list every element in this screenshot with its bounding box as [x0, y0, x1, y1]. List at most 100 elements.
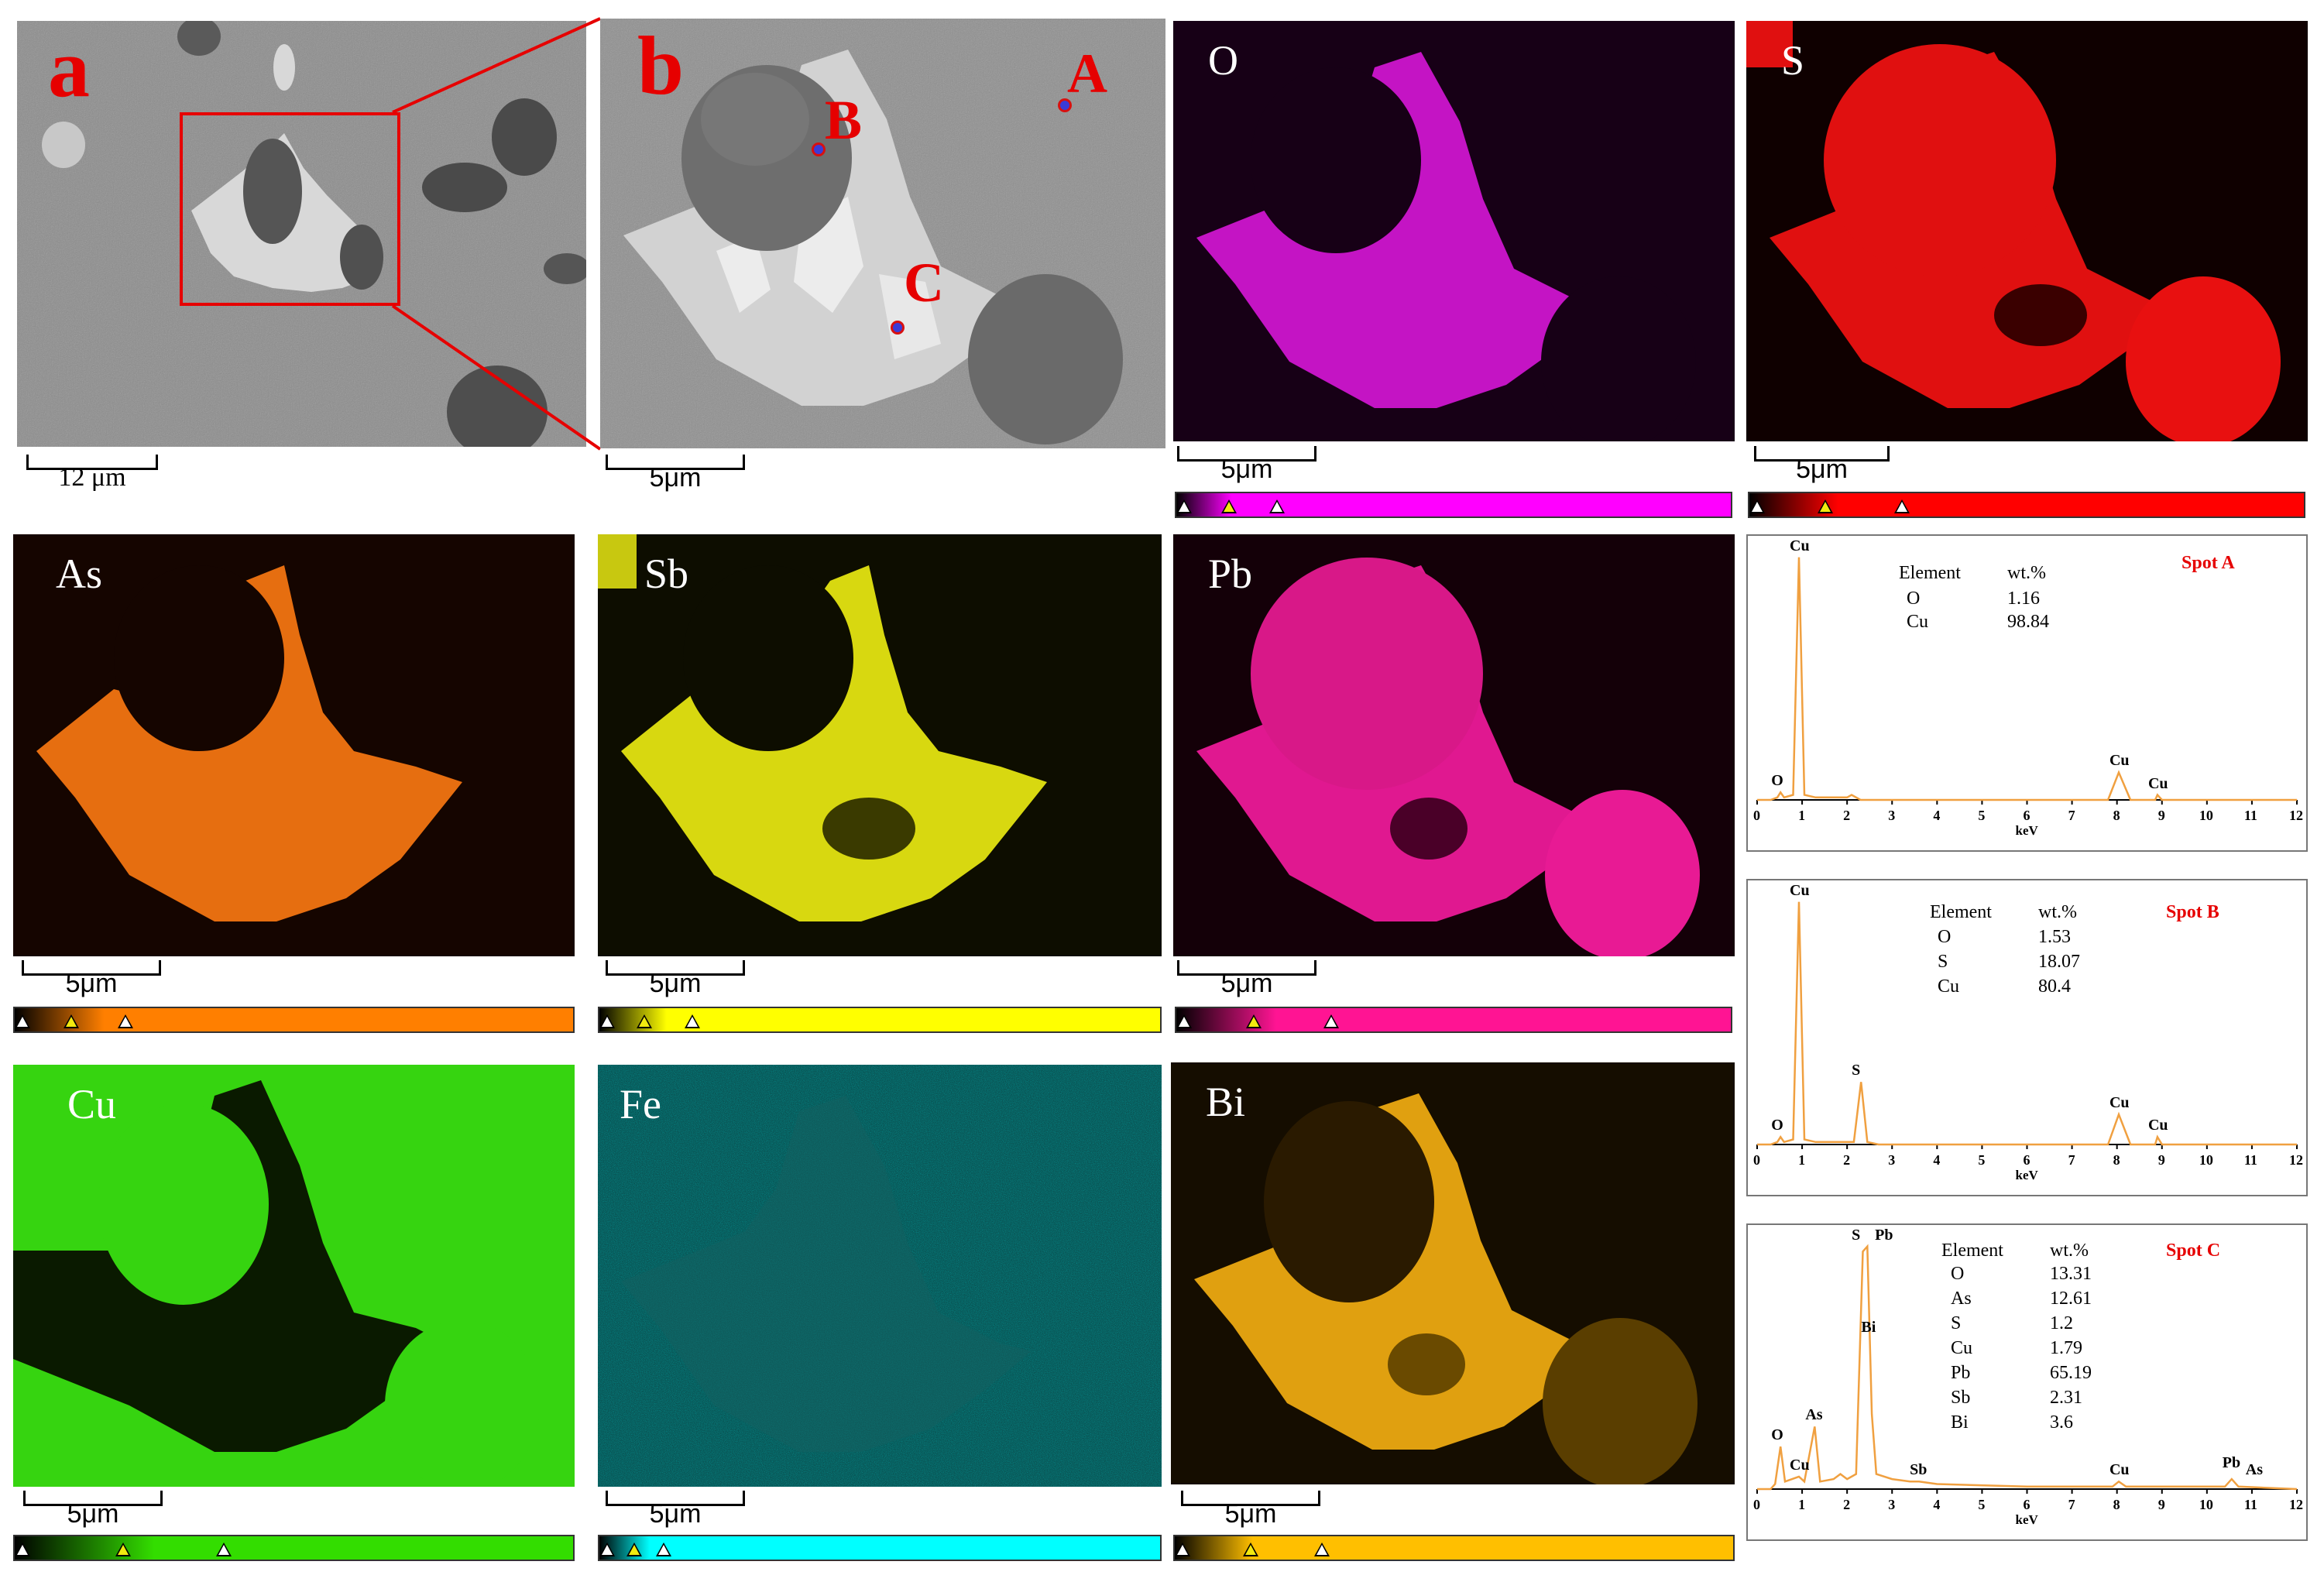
peak-label: Cu — [1790, 881, 1810, 899]
table-cell: Pb — [1951, 1363, 1971, 1383]
map-s-image — [1746, 21, 2308, 441]
x-tick-label: 2 — [1843, 1152, 1851, 1168]
colorbar-pb — [1175, 1007, 1732, 1033]
table-cell: Sb — [1951, 1388, 1971, 1408]
spectrum-trace — [1757, 901, 2297, 1146]
zoom-box — [180, 112, 400, 306]
peak-label: Cu — [1790, 1456, 1810, 1474]
peak-label: O — [1771, 1117, 1783, 1134]
table-cell: 18.07 — [2038, 952, 2080, 972]
table-header-element: Element — [1899, 563, 1961, 583]
peak-label: As — [2245, 1461, 2263, 1479]
peak-label: O — [1771, 1426, 1783, 1444]
spectrum-title: Spot B — [2166, 902, 2219, 922]
element-map-o: O — [1173, 21, 1735, 441]
eds-spectrum-spot-c: Spot C Element wt.% O 13.31 As 12.61 S 1… — [1746, 1223, 2308, 1541]
x-tick-label: 4 — [1933, 808, 1941, 823]
spot-label-c: C — [904, 252, 944, 314]
table-cell: 3.6 — [2050, 1412, 2073, 1433]
table-cell: 1.79 — [2050, 1338, 2082, 1358]
eds-spectrum-spot-b: Spot B Element wt.% O 1.53 S 18.07 Cu 80… — [1746, 879, 2308, 1196]
x-tick-label: 9 — [2158, 1152, 2165, 1168]
scale-label-pb: 5μm — [1220, 969, 1273, 998]
element-map-bi: Bi — [1171, 1062, 1735, 1484]
table-cell: O — [1907, 589, 1921, 609]
peak-label: Cu — [2109, 1094, 2130, 1112]
map-label-as: As — [56, 551, 103, 597]
x-tick-label: 1 — [1798, 1152, 1806, 1168]
x-tick-label: 1 — [1798, 1497, 1806, 1512]
table-cell: 1.53 — [2038, 927, 2071, 947]
x-axis-unit: keV — [2015, 1512, 2038, 1527]
colorbar-s — [1748, 492, 2305, 518]
x-tick-label: 4 — [1933, 1497, 1941, 1512]
x-tick-label: 12 — [2289, 1497, 2303, 1512]
table-header-wt: wt.% — [2038, 902, 2077, 922]
x-tick-label: 9 — [2158, 1497, 2165, 1512]
scale-bar-pb — [1177, 960, 1316, 976]
peak-label: Cu — [2109, 752, 2130, 770]
x-tick-label: 7 — [2068, 1497, 2075, 1512]
scale-label-s: 5μm — [1796, 455, 1848, 484]
table-cell: S — [1951, 1313, 1962, 1333]
map-as-image — [13, 534, 575, 956]
scale-bar-s — [1754, 446, 1890, 462]
table-cell: 12.61 — [2050, 1289, 2092, 1309]
element-map-as: As — [13, 534, 575, 956]
spectrum-title: Spot A — [2182, 553, 2235, 573]
colorbar-o — [1175, 492, 1732, 518]
colorbar-as — [13, 1007, 575, 1033]
spectrum-plot — [1756, 1244, 2298, 1494]
map-label-fe: Fe — [620, 1081, 661, 1127]
spot-marker-a — [1058, 98, 1072, 112]
map-pb-image — [1173, 534, 1735, 956]
x-tick-label: 0 — [1753, 1497, 1760, 1512]
spectrum-plot — [1756, 901, 2298, 1149]
peak-label: Cu — [1790, 537, 1810, 554]
element-map-pb: Pb — [1173, 534, 1735, 956]
table-cell: 2.31 — [2050, 1388, 2082, 1408]
x-tick-label: 0 — [1753, 1152, 1760, 1168]
x-tick-label: 4 — [1933, 1152, 1941, 1168]
scale-bar-as — [22, 960, 161, 976]
x-tick-label: 8 — [2113, 1497, 2120, 1512]
scale-label-fe: 5μm — [649, 1499, 702, 1529]
table-cell: Bi — [1951, 1412, 1969, 1433]
x-tick-label: 5 — [1978, 808, 1986, 823]
spectrum-plot — [1756, 557, 2298, 805]
peak-label: Sb — [1910, 1461, 1928, 1479]
peak-label: Pb — [1875, 1226, 1893, 1244]
x-tick-label: 1 — [1798, 808, 1806, 823]
x-tick-label: 11 — [2243, 1152, 2257, 1168]
colorbar-bi — [1173, 1535, 1735, 1561]
x-tick-label: 7 — [2068, 1152, 2075, 1168]
map-label-bi: Bi — [1206, 1079, 1246, 1125]
x-tick-label: 2 — [1843, 808, 1851, 823]
scale-bar-o — [1177, 446, 1316, 462]
sem-zoom-panel: b A B C — [600, 19, 1165, 448]
map-label-sb: Sb — [644, 551, 689, 597]
table-header-wt: wt.% — [2050, 1241, 2089, 1261]
x-tick-label: 5 — [1978, 1497, 1986, 1512]
panel-label-b: b — [637, 20, 685, 112]
table-cell: Cu — [1907, 612, 1929, 632]
spot-marker-c — [891, 321, 905, 335]
x-tick-label: 6 — [2023, 808, 2030, 823]
map-label-s: S — [1781, 37, 1805, 84]
table-cell: 1.2 — [2050, 1313, 2073, 1333]
map-o-image — [1173, 21, 1735, 441]
sem-overview-panel: a — [17, 21, 586, 447]
x-tick-label: 3 — [1888, 808, 1896, 823]
element-map-s: S — [1746, 21, 2308, 441]
colorbar-cu — [13, 1535, 575, 1561]
spectrum-trace — [1757, 557, 2297, 801]
scale-bar-bi — [1181, 1491, 1320, 1506]
scale-bar-sb — [606, 960, 745, 976]
peak-label: Pb — [2222, 1453, 2241, 1471]
table-cell: S — [1938, 952, 1948, 972]
peak-label: Cu — [2147, 774, 2168, 792]
table-cell: Cu — [1938, 976, 1960, 997]
element-map-sb: Sb — [598, 534, 1162, 956]
map-sb-image — [598, 534, 1162, 956]
